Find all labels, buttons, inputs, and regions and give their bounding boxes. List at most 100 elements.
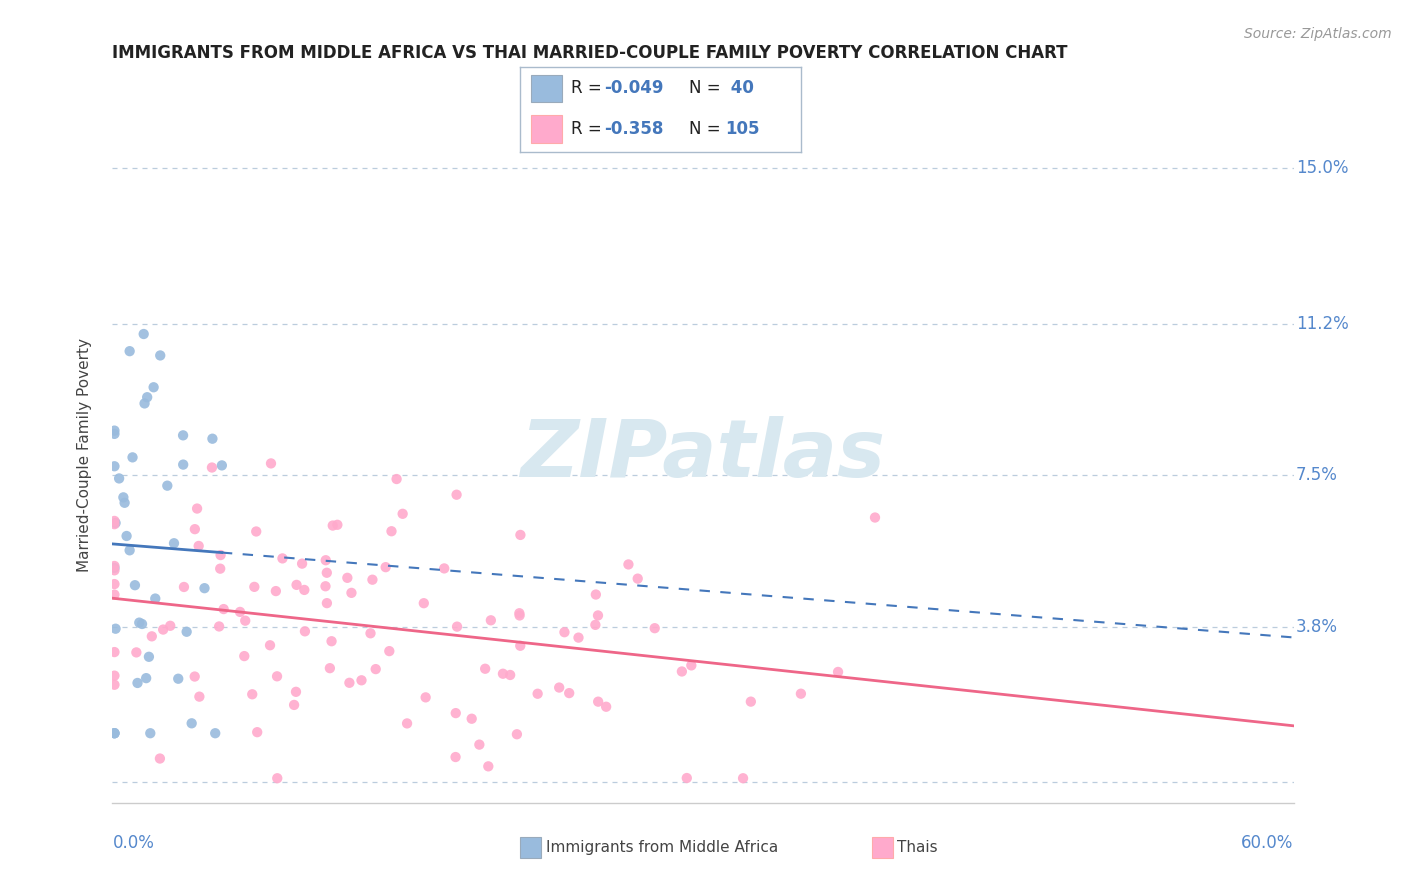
Point [740,695,762,709]
Point [124,578,146,592]
Point [149,751,172,765]
Text: 3.8%: 3.8% [1296,618,1339,636]
Point [163,536,186,550]
Point [509,528,531,542]
Point [132,326,155,341]
Text: -0.049: -0.049 [605,79,664,97]
Y-axis label: Married-Couple Family Poverty: Married-Couple Family Poverty [77,338,91,572]
Point [460,712,482,726]
Point [103,559,125,574]
Point [180,716,202,731]
Text: 105: 105 [725,120,761,137]
Point [103,424,125,438]
Text: Thais: Thais [897,840,938,855]
Point [499,668,522,682]
Point [285,685,308,699]
Text: 60.0%: 60.0% [1241,834,1294,852]
Point [173,580,195,594]
Point [243,580,266,594]
Point [586,608,609,623]
Point [266,771,288,785]
Point [361,573,384,587]
Point [233,614,256,628]
Point [186,501,208,516]
Point [176,624,198,639]
Point [103,668,125,682]
Point [135,671,157,685]
Point [104,622,127,636]
Point [139,726,162,740]
Point [468,738,491,752]
Point [260,457,283,471]
Point [152,623,174,637]
Point [259,638,281,652]
Text: R =: R = [571,120,607,137]
Point [246,725,269,739]
Point [506,727,529,741]
Point [138,649,160,664]
Point [415,690,437,705]
Point [583,618,606,632]
Point [509,639,531,653]
Point [681,658,703,673]
Point [103,517,125,532]
Point [112,491,135,505]
Point [315,566,337,580]
Text: ZIPatlas: ZIPatlas [520,416,886,494]
Text: Immigrants from Middle Africa: Immigrants from Middle Africa [546,840,778,855]
Point [264,584,287,599]
Point [188,690,211,704]
Point [121,450,143,465]
Point [474,662,496,676]
Point [731,771,754,785]
Point [444,750,467,764]
Text: -0.358: -0.358 [605,120,664,137]
Point [172,428,194,442]
Text: R =: R = [571,79,607,97]
Point [141,629,163,643]
Text: 15.0%: 15.0% [1296,160,1348,178]
Text: 7.5%: 7.5% [1296,467,1337,484]
Point [245,524,267,539]
Point [553,625,575,640]
Point [567,631,589,645]
Point [412,596,434,610]
Point [108,471,131,485]
Point [492,666,515,681]
Point [208,619,231,633]
Point [385,472,408,486]
Point [103,514,125,528]
Point [321,634,343,648]
Point [374,560,396,574]
Point [558,686,581,700]
Point [340,586,363,600]
Point [211,458,233,473]
Point [790,687,813,701]
Point [187,539,209,553]
Point [526,687,548,701]
Point [446,620,468,634]
Point [319,661,342,675]
Point [339,675,361,690]
Point [128,615,150,630]
Point [294,624,316,639]
Point [103,577,125,591]
Point [212,602,235,616]
Point [125,645,148,659]
Point [271,551,294,566]
Text: Source: ZipAtlas.com: Source: ZipAtlas.com [1244,27,1392,41]
Point [391,507,413,521]
Point [380,524,402,539]
Point [671,665,693,679]
Point [444,706,467,720]
Point [316,596,339,610]
Point [233,649,256,664]
Text: 11.2%: 11.2% [1296,315,1348,333]
Point [131,617,153,632]
Point [477,759,499,773]
Point [336,571,359,585]
Point [617,558,640,572]
Point [292,582,315,597]
Point [114,496,136,510]
Point [283,698,305,712]
